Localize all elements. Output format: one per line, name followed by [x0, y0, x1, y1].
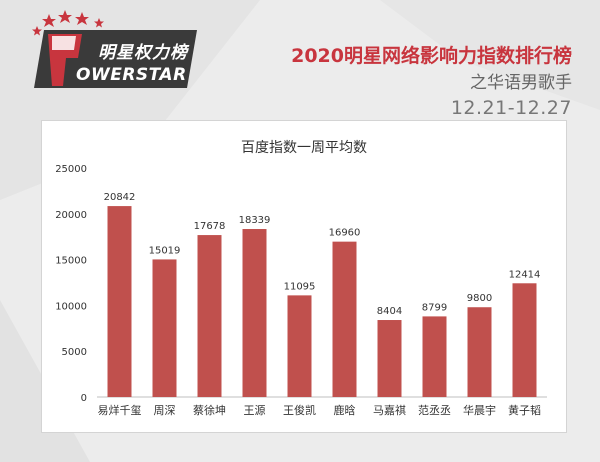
x-category-label: 范丞丞 — [418, 403, 451, 417]
bar — [467, 307, 492, 397]
bar — [332, 241, 357, 397]
bar-data-label: 20842 — [104, 192, 136, 203]
bar-data-label: 8404 — [377, 306, 402, 317]
bar — [422, 316, 447, 397]
y-tick-label: 10000 — [55, 301, 87, 312]
bar — [242, 229, 267, 397]
bar-data-label: 8799 — [422, 302, 447, 313]
ranking-subtitle: 之华语男歌手 — [470, 73, 572, 93]
x-category-label: 蔡徐坤 — [193, 403, 226, 417]
x-category-label: 马嘉祺 — [373, 403, 406, 417]
bar — [197, 235, 222, 397]
y-tick-label: 0 — [81, 393, 87, 404]
bar — [377, 320, 402, 397]
date-range: 12.21-12.27 — [450, 97, 572, 119]
y-tick-label: 25000 — [55, 164, 87, 175]
bar-data-label: 11095 — [284, 281, 316, 292]
x-category-label: 易烊千玺 — [98, 403, 142, 417]
bar — [152, 259, 177, 397]
chart-title: 百度指数一周平均数 — [241, 140, 367, 156]
chart-card: 百度指数一周平均数 0 5000 10000 15000 20000 25000 20842… — [41, 120, 567, 433]
bar-data-label: 12414 — [509, 269, 541, 280]
y-tick-label: 15000 — [55, 256, 87, 267]
x-category-label: 王俊凯 — [283, 403, 316, 417]
x-category-label: 华晨宇 — [463, 403, 496, 417]
bar-data-label: 18339 — [239, 215, 271, 226]
logo-english-text: OWERSTAR — [76, 65, 187, 85]
y-tick-label: 5000 — [62, 347, 87, 358]
header: 2020明星网络影响力指数排行榜 之华语男歌手 12.21-12.27 — [291, 44, 572, 120]
logo-chinese-text: 明星权力榜 — [98, 43, 188, 63]
bar-chart: 0 5000 10000 15000 20000 25000 20842 易烊千玺 15019 周… — [55, 164, 547, 417]
powerstar-logo: 明星权力榜 OWERSTAR — [22, 8, 212, 90]
bar-data-label: 16960 — [329, 228, 361, 239]
bar-data-label: 9800 — [467, 293, 492, 304]
ranking-title: 2020明星网络影响力指数排行榜 — [291, 45, 572, 67]
bar — [512, 283, 537, 397]
x-category-label: 鹿晗 — [334, 403, 356, 417]
y-tick-label: 20000 — [55, 210, 87, 221]
bar-data-label: 15019 — [149, 245, 181, 256]
bar — [107, 206, 132, 397]
x-category-label: 王源 — [244, 403, 266, 417]
bar-data-label: 17678 — [194, 221, 226, 232]
bar — [287, 295, 312, 397]
x-category-label: 黄子韬 — [508, 403, 541, 417]
x-category-label: 周深 — [154, 404, 176, 417]
